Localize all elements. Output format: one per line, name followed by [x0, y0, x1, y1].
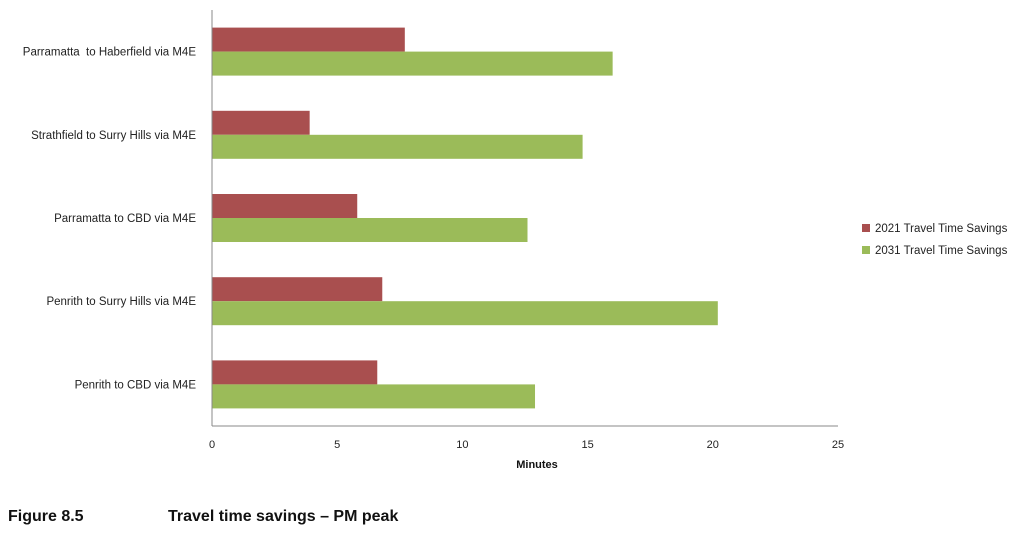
- legend: 2021 Travel Time Savings 2031 Travel Time…: [862, 223, 1008, 257]
- bar-series2-0: [212, 51, 613, 76]
- x-tick-labels: 0 5 10 15 20 25: [209, 439, 844, 451]
- bar-series1-3: [212, 277, 383, 302]
- bar-series2-1: [212, 134, 583, 159]
- category-label: Strathfield to Surry Hills via M4E: [31, 130, 196, 142]
- category-labels: Parramatta to Haberfield via M4E Strathfi…: [23, 47, 197, 392]
- figure-title: Travel time savings – PM peak: [168, 508, 399, 525]
- category-label: Parramatta to CBD via M4E: [54, 213, 196, 225]
- legend-label: 2031 Travel Time Savings: [875, 245, 1008, 257]
- legend-swatch: [862, 246, 870, 254]
- bar-chart: Parramatta to Haberfield via M4E Strathfi…: [23, 10, 1008, 471]
- bar-series2-4: [212, 384, 536, 409]
- x-tick-label: 20: [707, 439, 719, 451]
- x-tick-label: 15: [581, 439, 593, 451]
- category-label: Parramatta to Haberfield via M4E: [23, 47, 197, 59]
- bars-group: [212, 27, 718, 409]
- x-axis-title: Minutes: [516, 459, 558, 471]
- bar-series2-3: [212, 301, 718, 326]
- x-tick-label: 5: [334, 439, 340, 451]
- bar-series2-2: [212, 218, 528, 242]
- figure-number: Figure 8.5: [8, 508, 84, 525]
- x-tick-label: 10: [456, 439, 468, 451]
- category-label: Penrith to Surry Hills via M4E: [46, 296, 196, 308]
- bar-series1-0: [212, 27, 405, 52]
- bar-series1-4: [212, 360, 378, 385]
- x-tick-label: 25: [832, 439, 844, 451]
- x-tick-label: 0: [209, 439, 215, 451]
- bar-series1-1: [212, 110, 310, 135]
- legend-label: 2021 Travel Time Savings: [875, 223, 1008, 235]
- legend-swatch: [862, 224, 870, 232]
- category-label: Penrith to CBD via M4E: [75, 379, 197, 391]
- bar-series1-2: [212, 194, 358, 218]
